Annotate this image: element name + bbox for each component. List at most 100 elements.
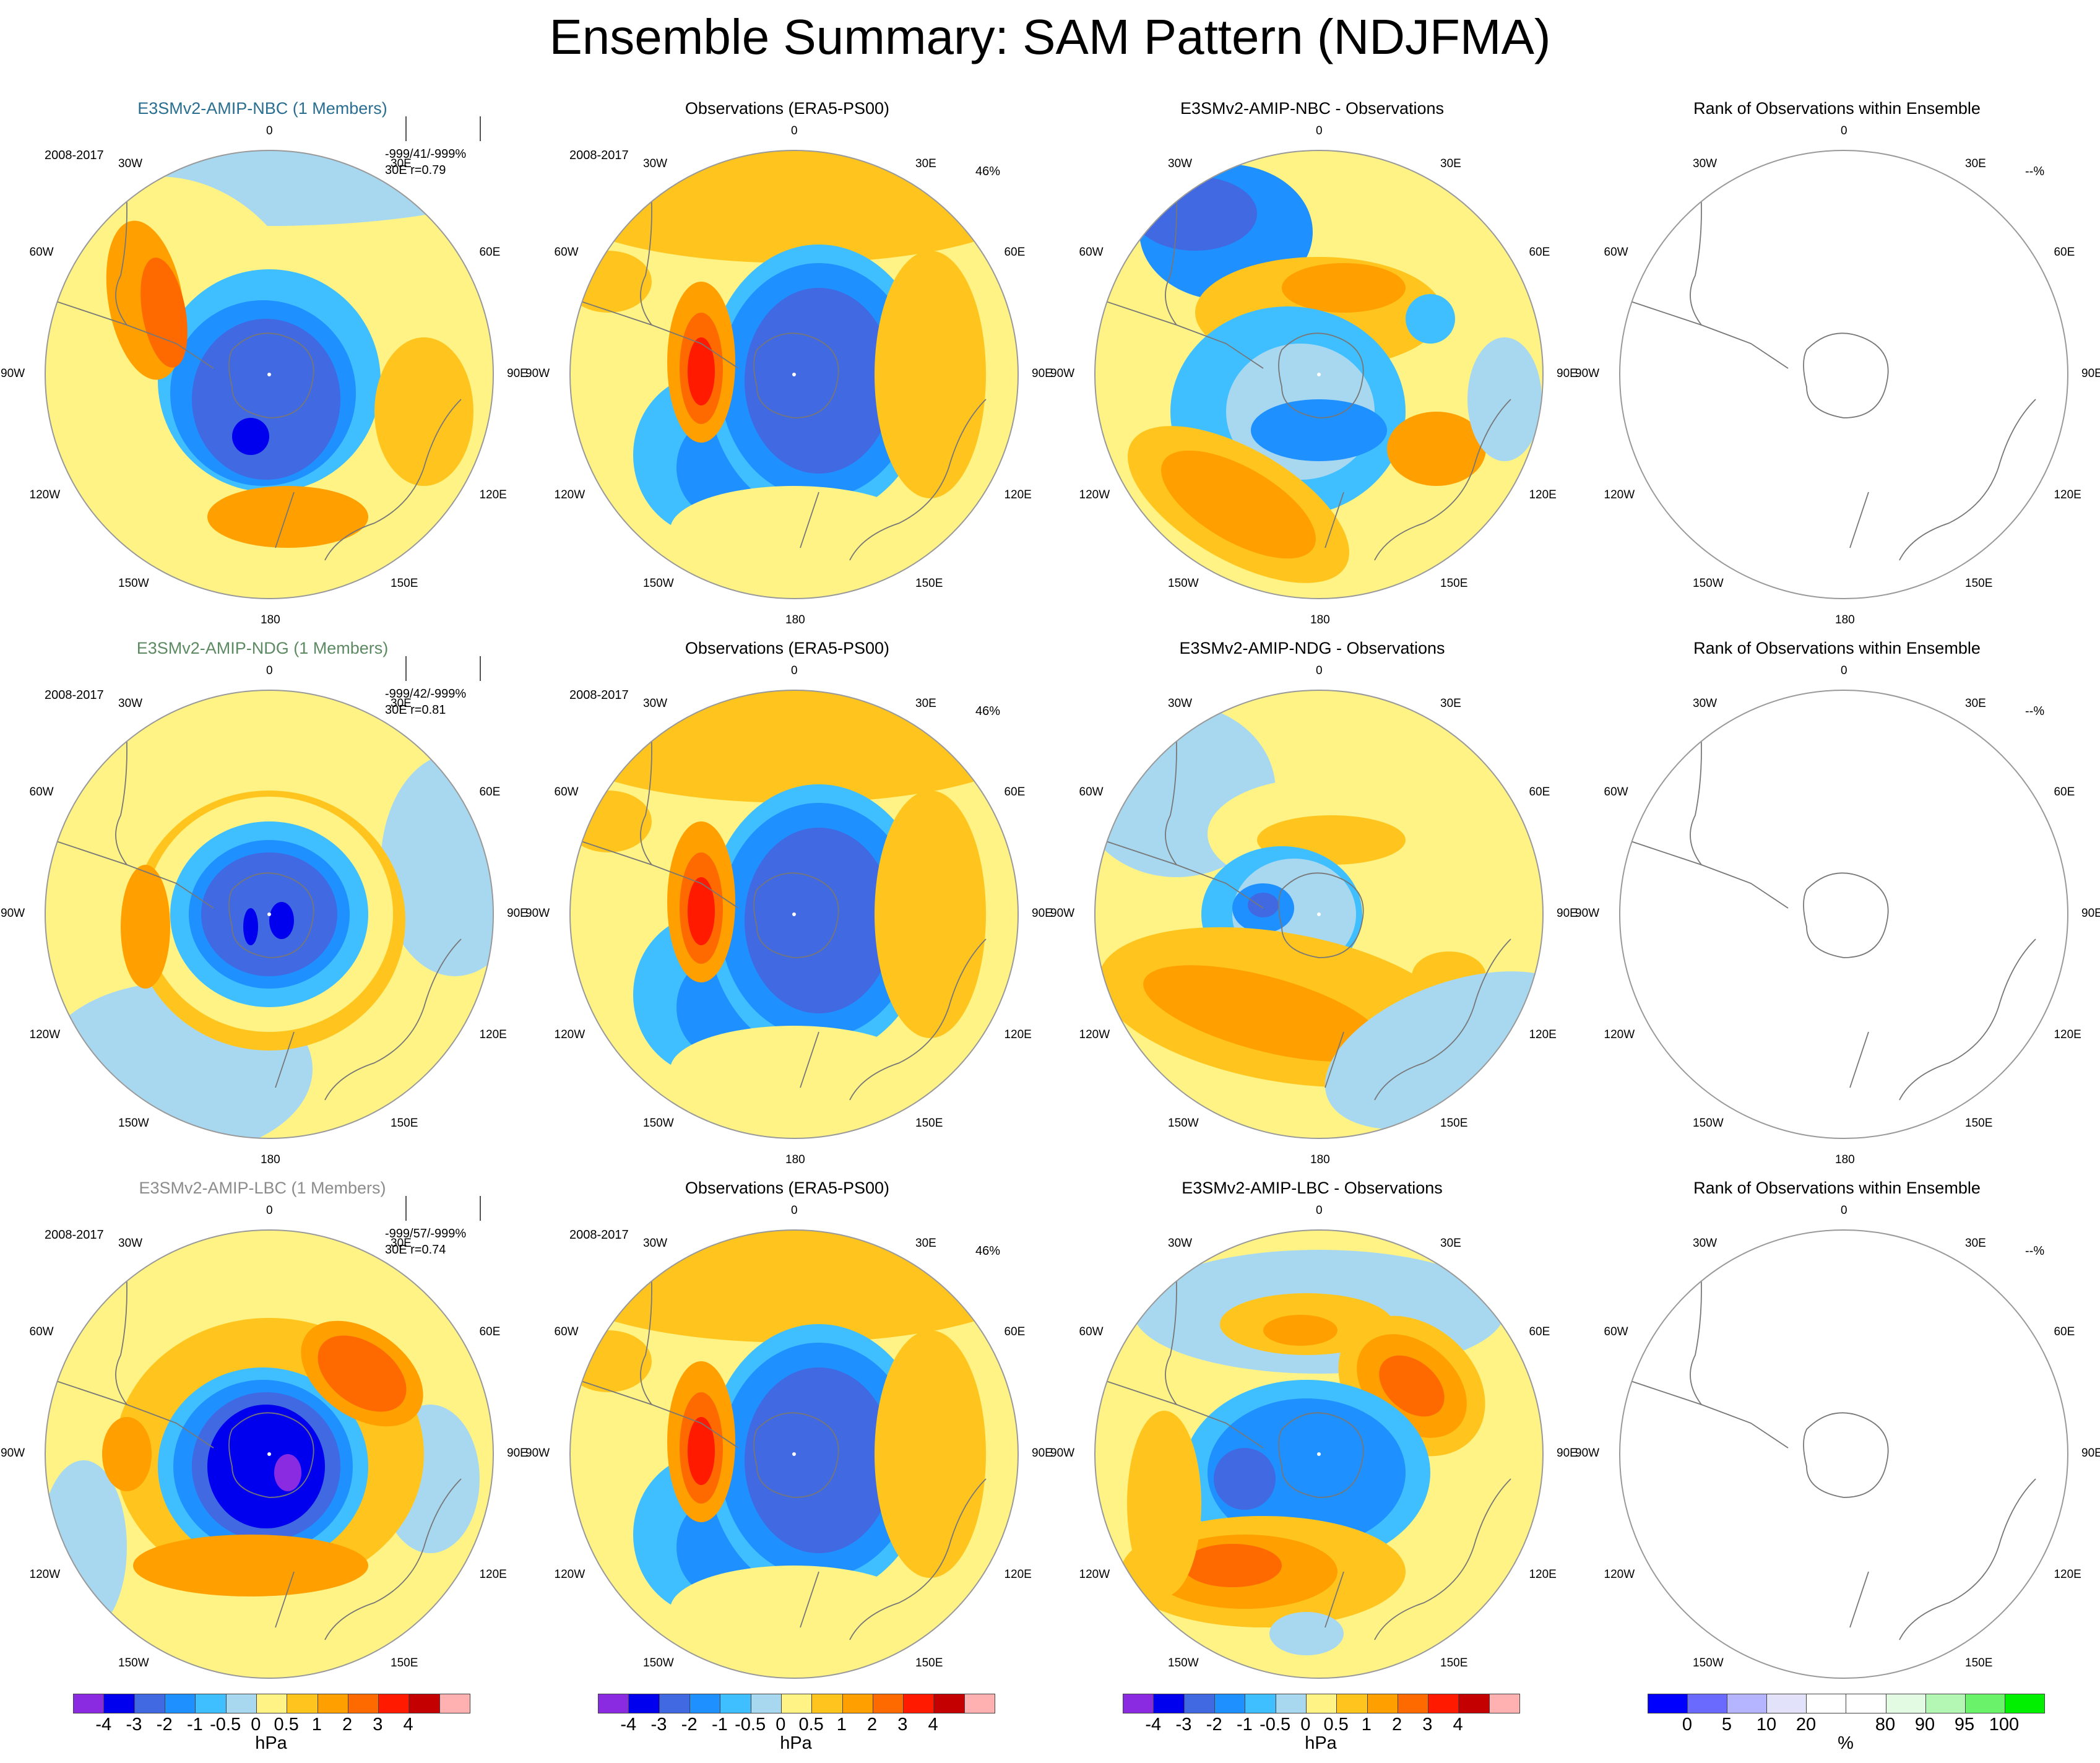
south-pole-marker bbox=[1842, 373, 1846, 376]
colorbar-swatch bbox=[1367, 1694, 1398, 1713]
lon-tick-label: 0 bbox=[1316, 124, 1323, 137]
colorbar-tick-label: -1 bbox=[187, 1715, 203, 1735]
box-marker bbox=[405, 116, 407, 141]
positive-lobe-west bbox=[1127, 1411, 1201, 1596]
lon-tick-label: 0 bbox=[1316, 664, 1323, 677]
positive-lobe-far bbox=[570, 251, 652, 313]
negative-core bbox=[1214, 1448, 1276, 1510]
lon-tick-label: 60E bbox=[479, 1325, 501, 1338]
south-pole-marker bbox=[1842, 1452, 1846, 1456]
lon-tick-label: 30E bbox=[915, 696, 936, 710]
colorbar-swatch bbox=[1965, 1694, 2005, 1713]
colorbar-swatch bbox=[439, 1694, 470, 1713]
contour-field bbox=[1095, 150, 1543, 599]
colorbar-tick-label: 3 bbox=[373, 1715, 383, 1735]
lon-tick-label: 180 bbox=[261, 1153, 280, 1166]
lon-tick-label: 60E bbox=[1004, 246, 1026, 259]
colorbar-tick-label: 2 bbox=[866, 1715, 878, 1735]
panel-title: Rank of Observations within Ensemble bbox=[1693, 639, 1981, 657]
colorbar-tick-label: -0.5 bbox=[210, 1715, 241, 1735]
period-label: 2008-2017 bbox=[45, 1228, 104, 1242]
lon-tick-label: 0 bbox=[791, 124, 798, 137]
positive-core-north bbox=[1263, 1315, 1337, 1346]
colorbar-unit: hPa bbox=[255, 1733, 287, 1753]
lon-tick-label: 90W bbox=[1575, 367, 1600, 380]
box-marker bbox=[480, 1196, 481, 1221]
colorbar-unit: hPa bbox=[780, 1733, 812, 1753]
lon-tick-label: 90E bbox=[1557, 1447, 1578, 1460]
lon-tick-label: 120E bbox=[1004, 488, 1032, 501]
polar-map bbox=[45, 1229, 494, 1679]
positive-core-ne bbox=[318, 1335, 407, 1412]
colorbar-unit: % bbox=[1838, 1733, 1854, 1753]
colorbar bbox=[1648, 1694, 2045, 1713]
lon-tick-label: 120W bbox=[29, 1028, 61, 1041]
lon-tick-label: 120E bbox=[1529, 1028, 1557, 1041]
colorbar-swatch bbox=[1184, 1694, 1215, 1713]
colorbar-tick-label: 2 bbox=[342, 1715, 353, 1735]
colorbar-tick-label: -3 bbox=[1175, 1715, 1192, 1735]
colorbar-swatch bbox=[1428, 1694, 1459, 1713]
positive-band-north bbox=[570, 150, 1018, 263]
lon-tick-label: 30E bbox=[1440, 157, 1461, 170]
lon-tick-label: 30E bbox=[1965, 157, 1986, 170]
lon-tick-label: 60W bbox=[29, 786, 54, 799]
lon-tick-label: 30E bbox=[1440, 1236, 1461, 1250]
polar-map bbox=[569, 150, 1019, 599]
lon-tick-label: 120W bbox=[29, 488, 61, 501]
colorbar-unit: hPa bbox=[1305, 1733, 1337, 1753]
lon-tick-label: 30W bbox=[1168, 1236, 1193, 1250]
lon-tick-label: 30E bbox=[391, 696, 412, 710]
colorbar-tick-label: 2 bbox=[1391, 1715, 1402, 1735]
lon-tick-label: 30W bbox=[1168, 696, 1193, 710]
lon-tick-label: 150E bbox=[1965, 577, 1993, 591]
panel-title: Rank of Observations within Ensemble bbox=[1693, 99, 1981, 118]
lon-tick-label: 120W bbox=[1079, 1028, 1110, 1041]
colorbar-tick-label: -2 bbox=[681, 1715, 698, 1735]
panel-row1-rank: Rank of Observations within Ensemble --% 0… bbox=[1575, 0, 2100, 626]
lon-tick-label: 60W bbox=[29, 1325, 54, 1338]
colorbar-tick-label: 5 bbox=[1721, 1715, 1732, 1735]
map-border bbox=[45, 690, 494, 1139]
colorbar-swatch bbox=[1245, 1694, 1276, 1713]
colorbar-tick-label: 3 bbox=[1422, 1715, 1433, 1735]
colorbar-tick-label: -1 bbox=[712, 1715, 728, 1735]
lon-tick-label: 30W bbox=[118, 1236, 143, 1250]
polar-map bbox=[569, 1229, 1019, 1679]
lon-tick-label: 180 bbox=[1310, 1153, 1330, 1166]
contour-field bbox=[570, 150, 1018, 599]
colorbar-tick-label: -0.5 bbox=[735, 1715, 766, 1735]
lon-tick-label: 30E bbox=[1440, 696, 1461, 710]
lon-tick-label: 150E bbox=[915, 577, 943, 591]
map-border bbox=[45, 150, 494, 599]
colorbar-swatch bbox=[1807, 1694, 1847, 1713]
lon-tick-label: 120E bbox=[1004, 1028, 1032, 1041]
positive-core-sw bbox=[1161, 450, 1316, 559]
lon-tick-label: 60W bbox=[554, 1325, 579, 1338]
lon-tick-label: 30W bbox=[1168, 157, 1193, 170]
positive-core-south bbox=[1143, 965, 1383, 1062]
colorbar-swatch bbox=[964, 1694, 995, 1713]
contour-field bbox=[1620, 690, 2068, 1138]
polar-map bbox=[569, 690, 1019, 1139]
colorbar-tick-label: 90 bbox=[1914, 1715, 1935, 1735]
lon-tick-label: 90W bbox=[1575, 907, 1600, 920]
lon-tick-label: 90E bbox=[507, 367, 528, 380]
colorbar-tick-label: -1 bbox=[1237, 1715, 1253, 1735]
colorbar-swatch bbox=[781, 1694, 813, 1713]
panel-title: Rank of Observations within Ensemble bbox=[1693, 1179, 1981, 1197]
panel-title: E3SMv2-AMIP-LBC (1 Members) bbox=[139, 1179, 386, 1197]
map-border bbox=[1619, 1229, 2068, 1679]
colorbar-swatch bbox=[348, 1694, 379, 1713]
colorbar-swatch bbox=[1648, 1694, 1688, 1713]
colorbar-swatch bbox=[379, 1694, 410, 1713]
lon-tick-label: 150W bbox=[1693, 577, 1724, 591]
colorbar-tick-label: 0.5 bbox=[1323, 1715, 1349, 1735]
lon-tick-label: 120W bbox=[1079, 488, 1110, 501]
stat-line: -999/57/-999% bbox=[385, 1227, 467, 1241]
colorbar-tick-label: 1 bbox=[311, 1715, 322, 1735]
panel-row2-obs: Observations (ERA5-PS00) 2008-2017 46% 0 30E… bbox=[525, 540, 1053, 1166]
colorbar-tick-label: 80 bbox=[1875, 1715, 1896, 1735]
polar-map bbox=[45, 690, 494, 1139]
lon-tick-label: 150W bbox=[118, 1117, 149, 1130]
